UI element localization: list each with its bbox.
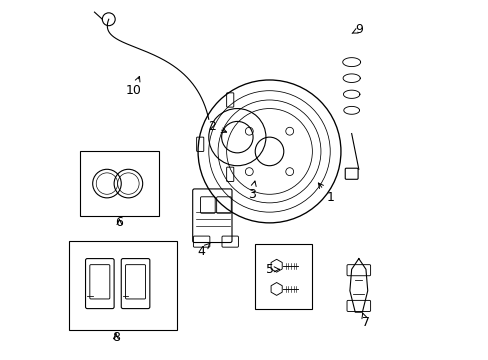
Text: 6: 6 xyxy=(115,216,123,229)
Text: 8: 8 xyxy=(112,331,120,344)
Text: 10: 10 xyxy=(125,76,142,97)
Text: 3: 3 xyxy=(247,181,256,201)
Text: 4: 4 xyxy=(197,243,210,258)
Bar xyxy=(80,152,159,216)
Text: 7: 7 xyxy=(361,313,369,329)
Text: 5: 5 xyxy=(265,263,279,276)
Text: 9: 9 xyxy=(351,23,362,36)
Text: 1: 1 xyxy=(318,183,333,204)
Text: 2: 2 xyxy=(208,120,226,133)
Bar xyxy=(69,241,176,330)
Bar xyxy=(255,244,312,309)
